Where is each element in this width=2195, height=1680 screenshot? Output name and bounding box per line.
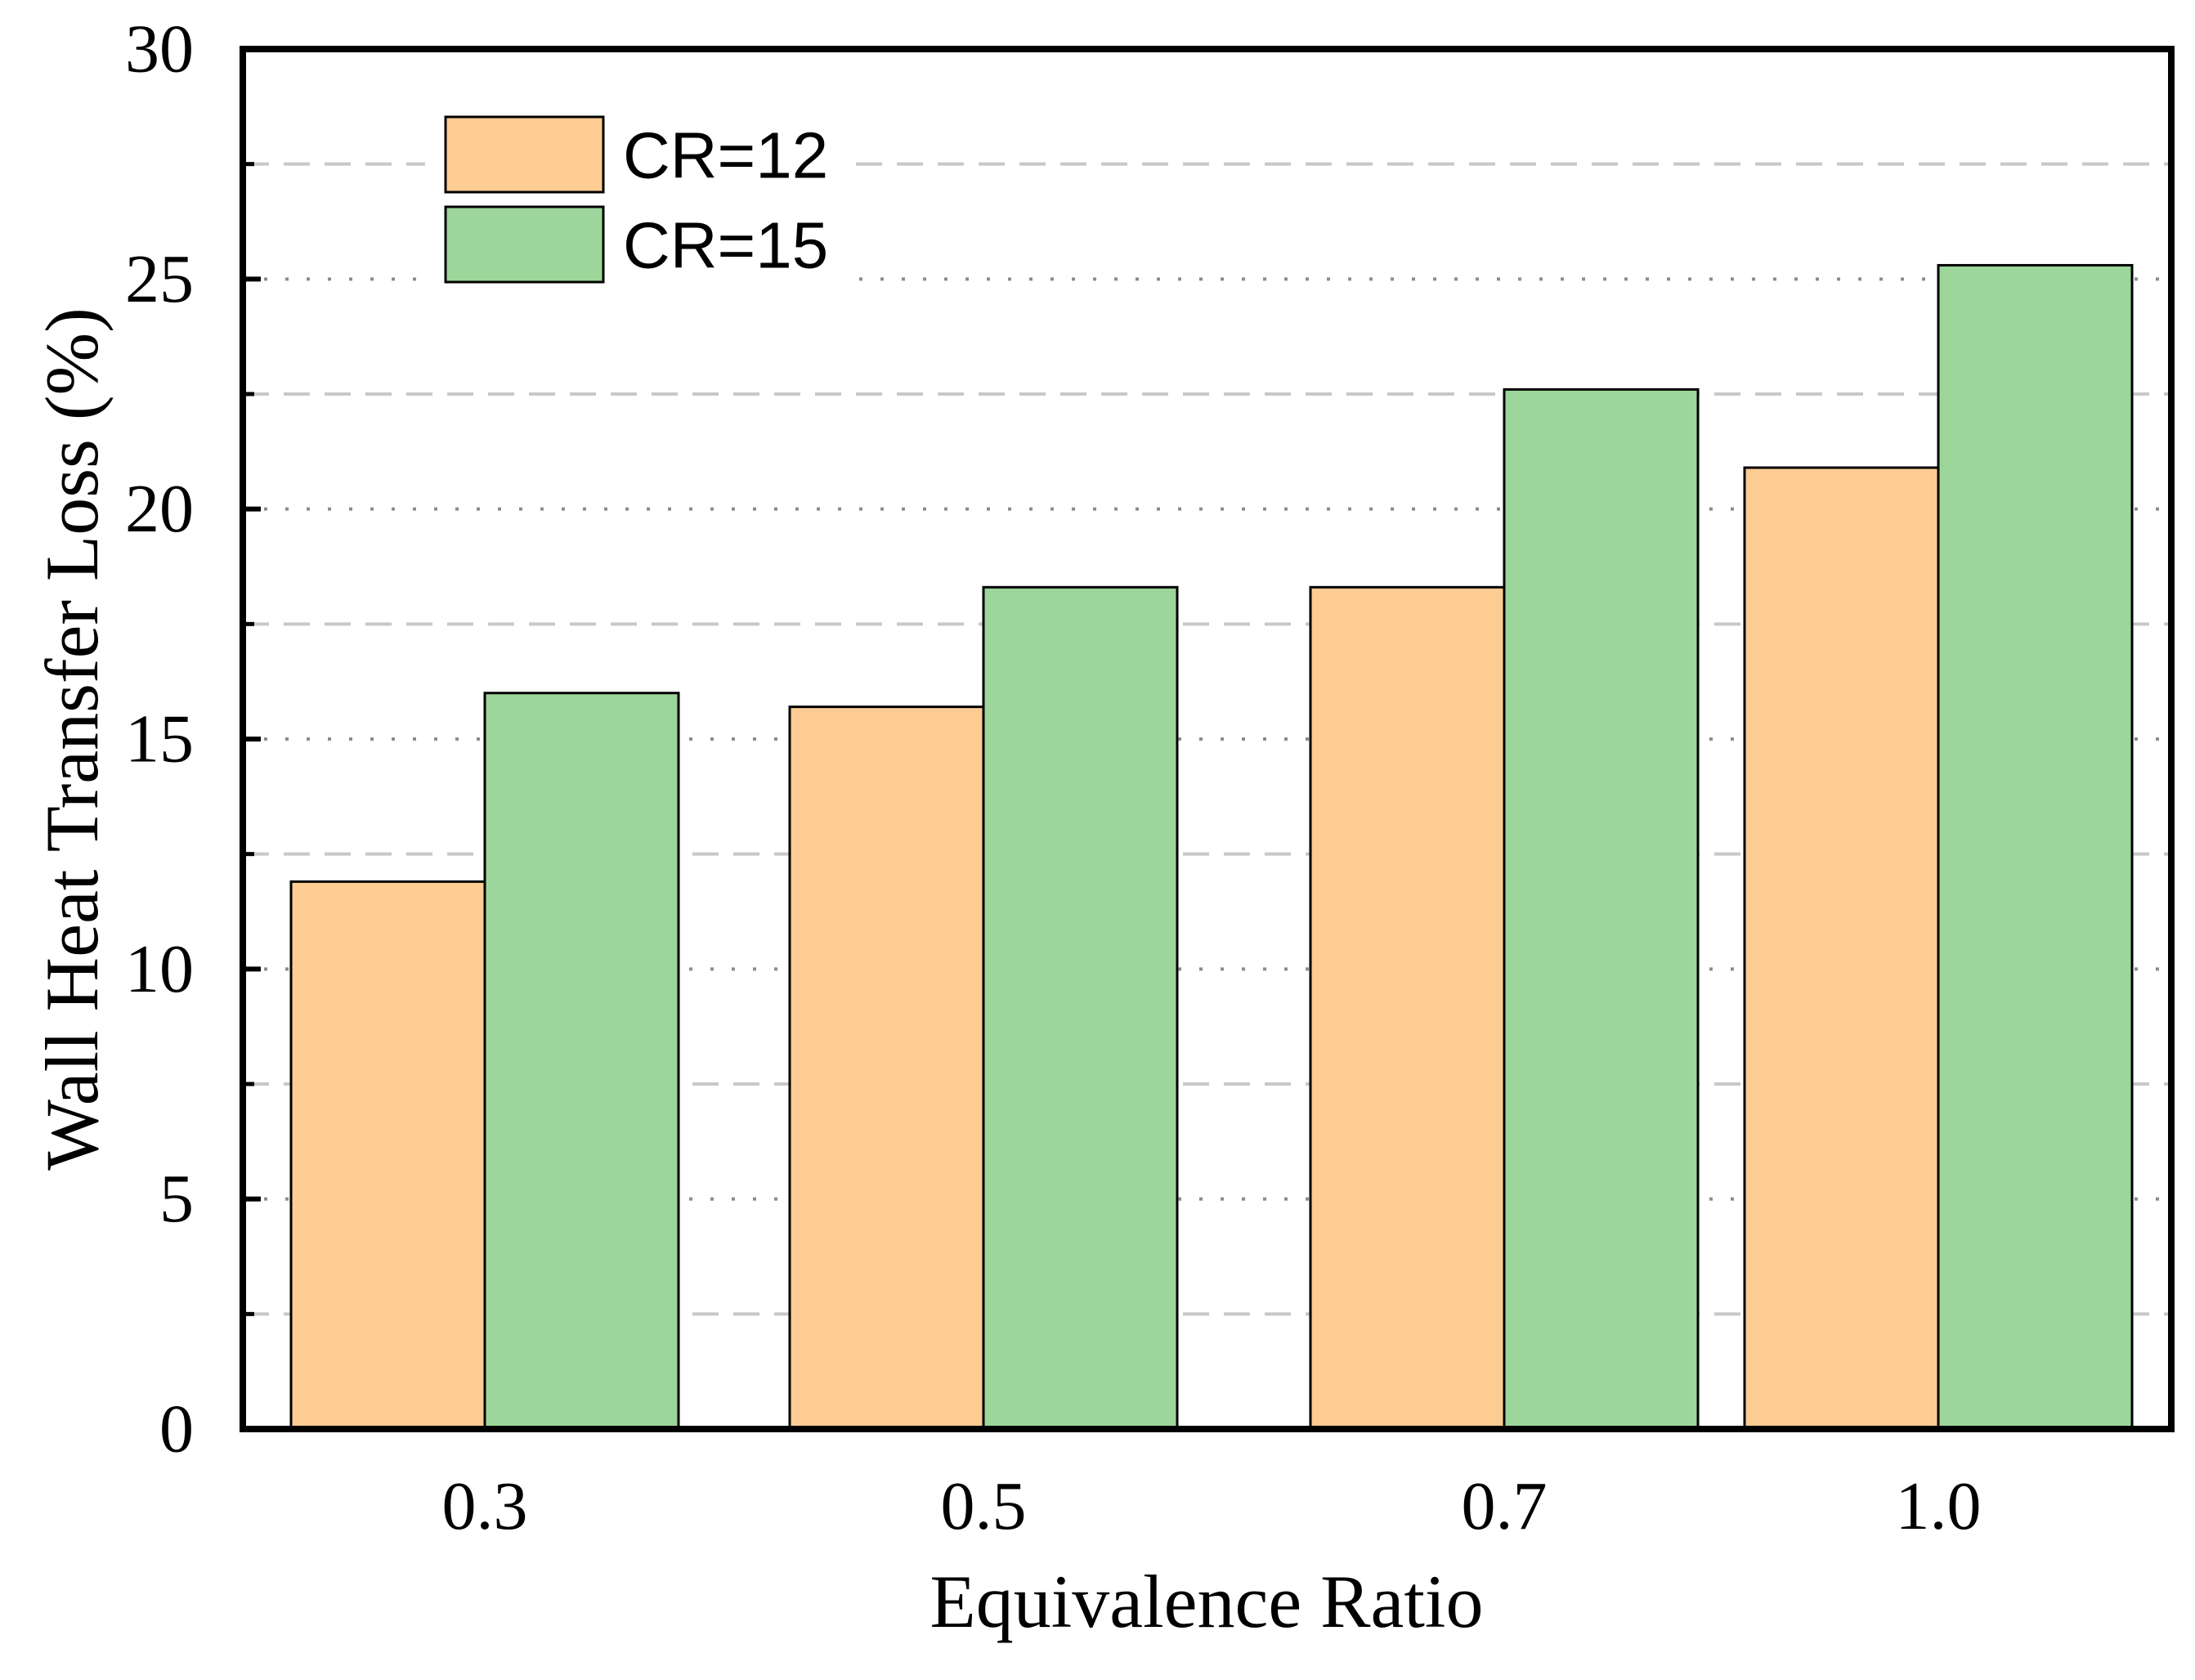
- bar-cr15-0.7: [1503, 388, 1700, 1431]
- bar-cr12-1.0: [1743, 466, 1940, 1431]
- y-tick-label: 25: [125, 241, 194, 317]
- x-axis-title: Equivalence Ratio: [930, 1560, 1484, 1643]
- y-tick-label: 10: [125, 931, 194, 1007]
- y-tick-label: 30: [125, 11, 194, 87]
- axis-ticks: 0 5 10 15 20 25 30 0.3 0.5 0.7 1.0: [125, 11, 1982, 1545]
- legend: CR=12 CR=15: [425, 106, 850, 294]
- x-tick-label: 0.5: [941, 1468, 1027, 1544]
- y-tick-label: 20: [125, 471, 194, 547]
- bar-cr12-0.5: [788, 706, 985, 1431]
- y-tick-label: 15: [125, 701, 194, 777]
- bars: [289, 263, 2134, 1431]
- y-tick-label: 5: [159, 1161, 194, 1237]
- y-axis-title: Wall Heat Transfer Loss (%): [30, 307, 114, 1170]
- bar-cr15-0.3: [483, 692, 680, 1431]
- legend-swatch-cr15: [444, 205, 605, 284]
- bar-cr12-0.7: [1309, 585, 1506, 1431]
- y-tick-label: 0: [159, 1391, 194, 1467]
- legend-swatch-cr12: [444, 115, 605, 194]
- x-tick-label: 1.0: [1896, 1468, 1982, 1544]
- bar-cr15-0.5: [982, 585, 1179, 1431]
- legend-label-cr12: CR=12: [623, 119, 828, 192]
- legend-label-cr15: CR=15: [623, 209, 828, 282]
- bar-cr12-0.3: [289, 880, 486, 1431]
- x-tick-label: 0.7: [1462, 1468, 1548, 1544]
- x-tick-label: 0.3: [442, 1468, 528, 1544]
- bar-cr15-1.0: [1937, 263, 2134, 1431]
